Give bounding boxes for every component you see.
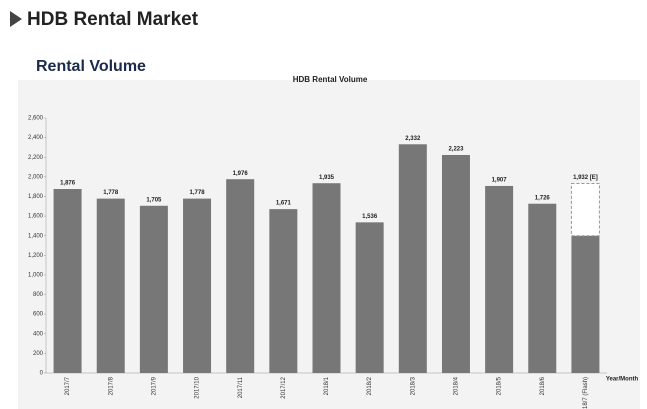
x-tick-label: 2017/7 <box>65 376 71 395</box>
value-label: 1,778 <box>190 190 206 196</box>
value-label: 2,332 <box>405 136 421 142</box>
x-tick-label: 2018/5 <box>497 376 503 395</box>
y-tick-label: 1,200 <box>28 253 44 259</box>
x-tick-label: 2017/11 <box>238 376 244 398</box>
y-tick-label: 1,600 <box>28 214 44 220</box>
header-arrow <box>10 11 22 27</box>
value-label: 2,223 <box>448 147 464 153</box>
y-tick-label: 400 <box>33 331 44 337</box>
value-label: 1,907 <box>492 178 508 184</box>
value-label: 1,976 <box>233 171 249 177</box>
estimate-bar <box>570 183 600 237</box>
bar <box>312 183 341 373</box>
y-tick-label: 200 <box>33 351 44 357</box>
value-label: 1,726 <box>535 195 551 201</box>
x-tick-label: 2017/9 <box>151 376 157 395</box>
y-tick-label: 600 <box>33 312 44 318</box>
header-title: HDB Rental Market <box>27 9 199 30</box>
bar <box>398 144 427 373</box>
bar <box>183 198 212 373</box>
bar <box>269 209 298 373</box>
section-title: Rental Volume <box>36 58 146 75</box>
x-tick-label: 2018/3 <box>410 376 416 395</box>
x-tick-label: 2017/10 <box>195 376 201 398</box>
chart-title: HDB Rental Volume <box>293 75 368 84</box>
x-tick-label: 2018/7 (Flash) <box>583 377 589 409</box>
y-tick-label: 2,600 <box>28 116 44 122</box>
bar <box>53 189 82 373</box>
x-tick-label: 2018/4 <box>454 376 460 395</box>
value-label: 1,876 <box>60 181 76 187</box>
y-tick-label: 2,400 <box>28 135 44 141</box>
y-tick-label: 2,200 <box>28 155 44 161</box>
x-tick-label: 2017/8 <box>108 376 114 395</box>
value-label: 1,705 <box>146 197 162 203</box>
y-tick-label: 2,000 <box>28 174 44 180</box>
value-label: 1,935 <box>319 175 335 181</box>
value-label: 1,778 <box>103 190 119 196</box>
bar <box>96 198 125 373</box>
x-tick-label: 2018/2 <box>367 376 373 395</box>
bar <box>485 185 514 373</box>
y-tick-label: 0 <box>40 371 44 377</box>
bar <box>441 154 470 373</box>
bar <box>571 235 600 373</box>
x-tick-label: 2018/1 <box>324 376 330 395</box>
y-tick-label: 1,000 <box>28 273 44 279</box>
value-label: 1,536 <box>362 214 378 220</box>
value-label: 1,671 <box>276 201 292 207</box>
x-axis-label: Year/Month <box>606 377 639 383</box>
x-tick-label: 2018/6 <box>540 376 546 395</box>
y-tick-label: 1,400 <box>28 233 44 239</box>
bar <box>226 179 255 373</box>
bar <box>355 222 384 373</box>
estimate-value-label: 1,932 [E] <box>573 175 598 181</box>
y-tick-label: 1,800 <box>28 194 44 200</box>
y-tick-label: 800 <box>33 292 44 298</box>
bar <box>139 205 168 373</box>
x-tick-label: 2017/12 <box>281 376 287 398</box>
bar <box>528 203 557 373</box>
